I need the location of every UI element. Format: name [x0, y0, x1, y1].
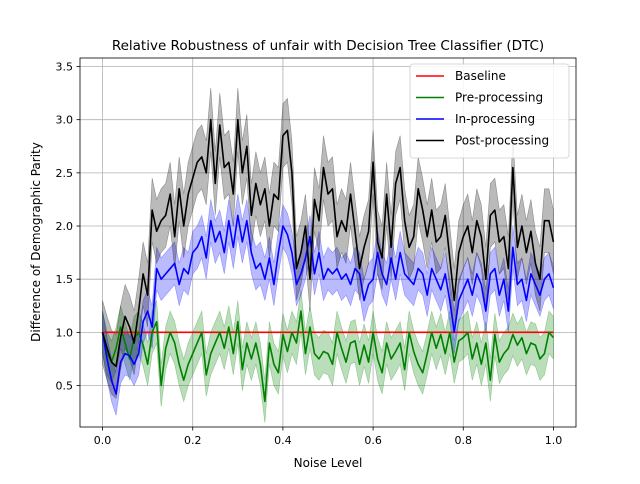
y-axis-ticks: 0.5 1.0 1.5 2.0 2.5 3.0 3.5	[56, 61, 80, 393]
y-tick-label: 2.5	[56, 167, 74, 180]
in-processing-line	[101, 214, 555, 395]
plot-frame	[79, 57, 577, 428]
chart-title: Relative Robustness of unfair with Decis…	[112, 38, 544, 54]
baseline-legend-label: Baseline	[455, 69, 506, 83]
y-tick-label: 1.5	[56, 273, 74, 286]
x-tick-label: 0.4	[274, 434, 292, 447]
x-tick-label: 0.2	[184, 434, 202, 447]
x-tick-label: 0.8	[455, 434, 473, 447]
in-processing-band	[102, 194, 554, 416]
post-processing-legend-label: Post-processing	[455, 134, 549, 148]
pre-processing-band	[102, 289, 554, 423]
confidence-bands	[102, 87, 554, 423]
y-tick-label: 0.5	[56, 380, 74, 393]
pre-processing-line	[101, 310, 555, 403]
x-axis-label: Noise Level	[294, 456, 363, 470]
post-processing-band	[102, 87, 554, 399]
y-tick-label: 1.0	[56, 326, 74, 339]
legend: Baseline Pre-processing In-processing Post-…	[409, 63, 570, 159]
pre-processing-legend-label: Pre-processing	[455, 91, 543, 105]
y-axis-label: Difference of Demographic Parity	[29, 142, 43, 342]
y-tick-label: 3.5	[56, 61, 74, 74]
y-tick-label: 2.0	[56, 220, 74, 233]
x-axis-ticks: 0.0 0.2 0.4 0.6 0.8 1.0	[94, 427, 562, 447]
in-processing-legend-label: In-processing	[455, 112, 535, 126]
series-lines	[101, 118, 555, 403]
x-tick-label: 1.0	[545, 434, 563, 447]
post-processing-line	[101, 118, 555, 368]
x-tick-label: 0.0	[94, 434, 112, 447]
y-tick-label: 3.0	[56, 114, 74, 127]
legend-box	[409, 63, 570, 159]
x-tick-label: 0.6	[364, 434, 382, 447]
